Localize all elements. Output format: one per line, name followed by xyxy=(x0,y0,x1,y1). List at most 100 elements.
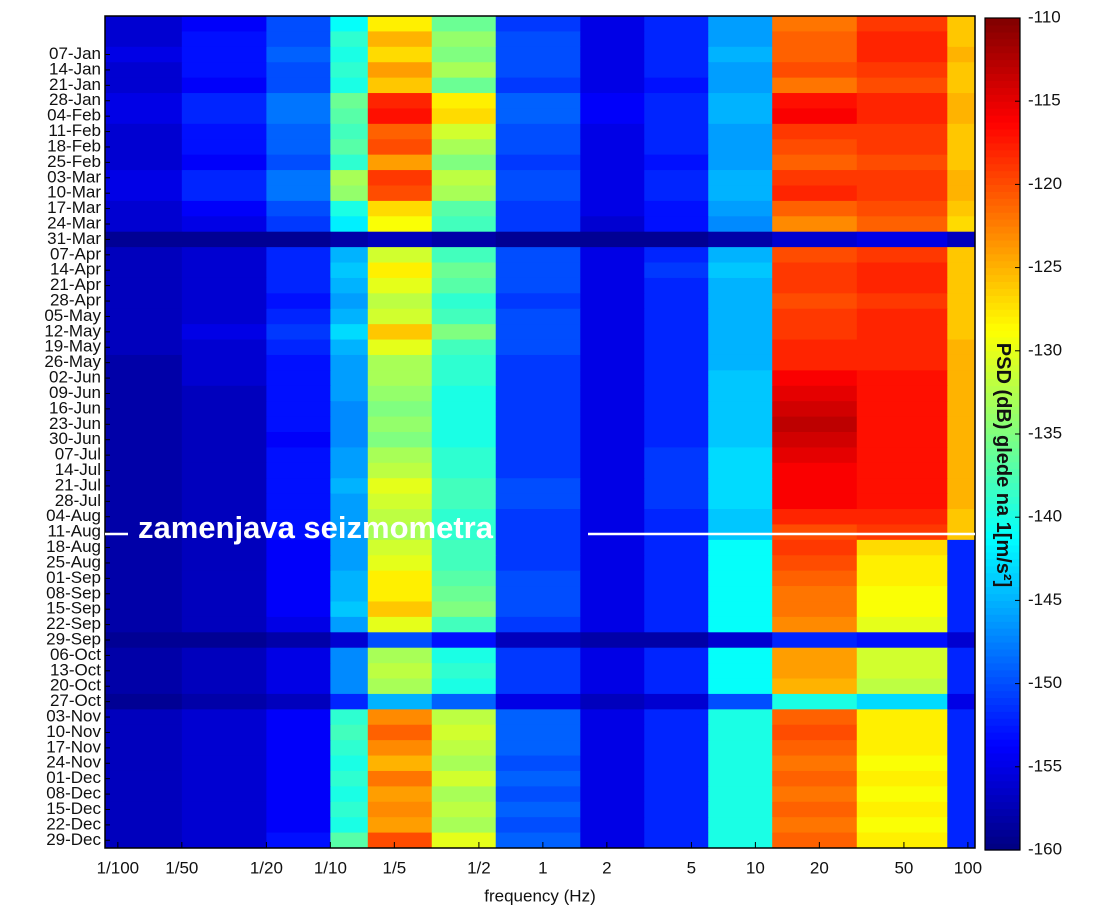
colorbar-band xyxy=(985,572,1020,581)
cell xyxy=(495,62,581,79)
cell xyxy=(947,216,976,233)
cell xyxy=(708,31,773,48)
cell xyxy=(580,478,645,495)
cell xyxy=(181,62,267,79)
cell xyxy=(266,539,331,556)
cell xyxy=(772,185,858,202)
cell xyxy=(772,755,858,772)
y-tick-label: 17-Mar xyxy=(47,198,101,217)
cell xyxy=(367,786,433,803)
cell xyxy=(367,31,433,48)
cell xyxy=(772,370,858,387)
cell xyxy=(708,370,773,387)
cell xyxy=(495,108,581,125)
colorbar-band xyxy=(985,406,1020,414)
y-tick-label: 07-Jan xyxy=(49,44,101,63)
cell xyxy=(431,293,497,310)
cell xyxy=(105,447,183,464)
cell xyxy=(644,663,709,680)
cell xyxy=(708,293,773,310)
cell xyxy=(947,678,976,695)
y-tick-label: 08-Sep xyxy=(46,583,101,602)
cell xyxy=(266,139,331,156)
cell xyxy=(431,154,497,171)
colorbar-band xyxy=(985,676,1020,685)
cell xyxy=(181,632,267,649)
colorbar-band xyxy=(985,45,1020,54)
cell xyxy=(431,370,497,387)
cell xyxy=(644,678,709,695)
cell xyxy=(580,308,645,325)
cell xyxy=(330,724,369,741)
colorbar-band xyxy=(985,815,1020,823)
cell xyxy=(772,324,858,341)
cell xyxy=(495,354,581,371)
colorbar-band xyxy=(985,52,1020,61)
colorbar-band xyxy=(985,413,1020,421)
x-tick-label: 1 xyxy=(538,858,547,877)
cell xyxy=(708,139,773,156)
colorbar-band xyxy=(985,586,1020,595)
cell xyxy=(947,832,976,849)
cell xyxy=(367,678,433,695)
cell xyxy=(772,416,858,433)
cell xyxy=(708,832,773,849)
cell xyxy=(580,416,645,433)
cell xyxy=(105,570,183,587)
cell xyxy=(772,432,858,448)
cell xyxy=(772,462,858,479)
cell xyxy=(772,586,858,602)
cell xyxy=(266,231,331,248)
cell xyxy=(181,46,267,63)
colorbar-band xyxy=(985,191,1020,199)
cell xyxy=(181,247,267,264)
cell xyxy=(772,108,858,125)
cell xyxy=(644,62,709,79)
colorbar-tick-label: -155 xyxy=(1028,756,1062,775)
cell xyxy=(772,123,858,140)
cell xyxy=(431,185,497,202)
y-tick-label: 13-Oct xyxy=(50,660,101,679)
colorbar-band xyxy=(985,226,1020,234)
y-tick-label: 04-Aug xyxy=(46,506,101,525)
cell xyxy=(431,170,497,186)
cell xyxy=(644,462,709,479)
cell xyxy=(856,231,948,248)
cell xyxy=(580,324,645,341)
cell xyxy=(367,277,433,294)
cell xyxy=(431,139,497,156)
cell xyxy=(330,709,369,726)
colorbar-band xyxy=(985,302,1020,310)
colorbar-band xyxy=(985,73,1020,81)
cell xyxy=(431,632,497,649)
cell xyxy=(105,601,183,618)
cell xyxy=(708,586,773,602)
cell xyxy=(105,678,183,695)
y-tick-label: 21-Apr xyxy=(50,275,101,294)
cell xyxy=(708,354,773,371)
cell xyxy=(330,354,369,371)
cell xyxy=(266,262,331,279)
colorbar-band xyxy=(985,267,1020,276)
cell xyxy=(105,123,183,140)
cell xyxy=(495,170,581,186)
cell xyxy=(367,740,433,757)
cell xyxy=(580,663,645,680)
cell xyxy=(772,154,858,171)
cell xyxy=(772,817,858,834)
colorbar-tick-label: -145 xyxy=(1028,590,1062,609)
cell xyxy=(644,832,709,849)
cell xyxy=(947,31,976,48)
cell xyxy=(947,123,976,140)
colorbar-tick-label: -115 xyxy=(1028,91,1061,110)
cell xyxy=(495,308,581,325)
cell xyxy=(644,601,709,618)
colorbar-band xyxy=(985,683,1020,692)
cell xyxy=(708,740,773,757)
cell xyxy=(367,308,433,325)
cell xyxy=(644,123,709,140)
cell xyxy=(431,416,497,433)
x-tick-label: 1/20 xyxy=(250,858,283,877)
colorbar-band xyxy=(985,531,1020,539)
cell xyxy=(947,616,976,633)
